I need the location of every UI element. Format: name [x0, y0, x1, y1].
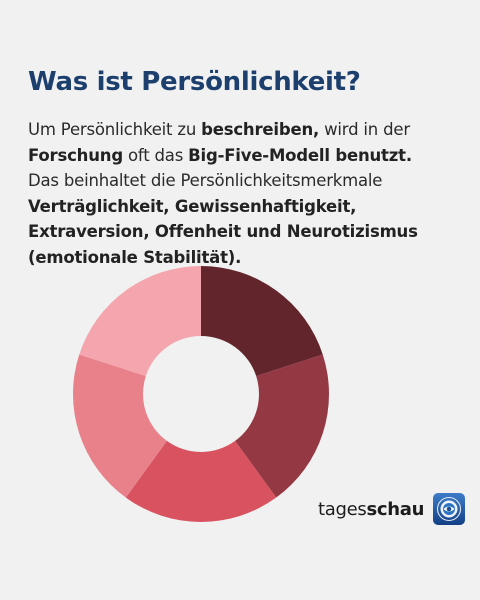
paragraph-text: wird in der: [319, 120, 410, 139]
donut-segment: [125, 440, 277, 522]
tagesschau-logo-icon: [433, 493, 466, 525]
paragraph-bold: Verträglichkeit, Gewissenhaftigkeit, Ext…: [28, 196, 418, 267]
paragraph-bold: beschreiben,: [201, 120, 320, 139]
paragraph-bold: Big-Five-Modell benutzt.: [188, 145, 412, 165]
donut-segment: [201, 266, 323, 377]
paragraph-text: Das beinhaltet die Persönlichkeitsmerkma…: [28, 171, 383, 190]
paragraph-text: Um Persönlichkeit zu: [28, 120, 202, 139]
brand-mark: tagesschau: [318, 493, 466, 525]
page-title: Was ist Persönlichkeit?: [28, 67, 361, 97]
donut-segment: [79, 266, 201, 377]
donut-segment: [235, 354, 329, 498]
paragraph-text: oft das: [122, 145, 189, 165]
paragraph-bold: Forschung: [28, 145, 123, 165]
donut-graphic: [73, 266, 329, 522]
donut-segment: [73, 354, 167, 498]
brand-wordmark: tagesschau: [318, 498, 425, 520]
intro-paragraph: Um Persönlichkeit zu beschreiben, wird i…: [28, 117, 468, 270]
